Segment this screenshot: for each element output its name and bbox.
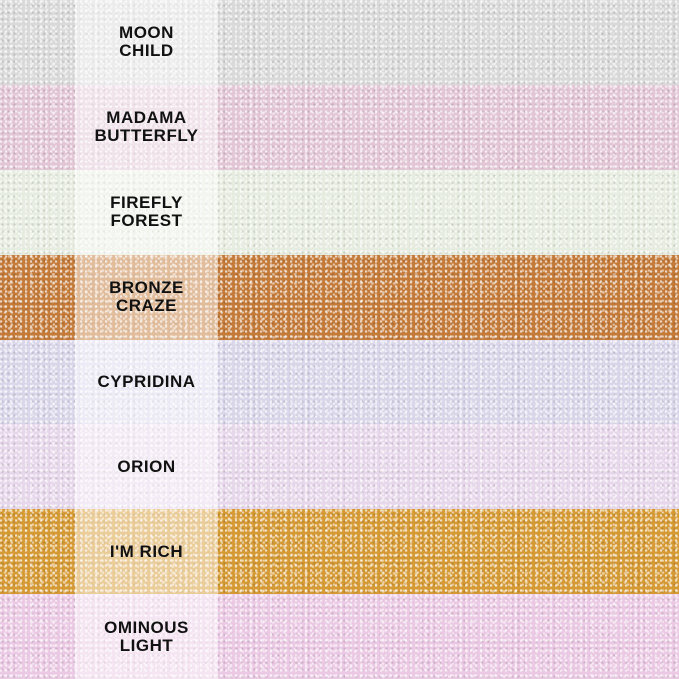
swatch-stripe: I'M RICH: [0, 509, 679, 595]
label-panel: MADAMA BUTTERFLY: [75, 84, 218, 170]
label-panel: I'M RICH: [75, 509, 218, 595]
swatch-label: ORION: [117, 456, 176, 476]
swatch-stripe: FIREFLY FOREST: [0, 169, 679, 255]
label-panel: FIREFLY FOREST: [75, 169, 218, 255]
label-panel: OMINOUS LIGHT: [75, 594, 218, 679]
swatch-label: MADAMA BUTTERFLY: [94, 108, 199, 146]
swatch-stripe: MOON CHILD: [0, 0, 679, 85]
swatch-label: CYPRIDINA: [97, 371, 196, 391]
label-panel: ORION: [75, 424, 218, 510]
swatch-label: MOON CHILD: [119, 23, 174, 61]
swatch-label: BRONZE CRAZE: [109, 278, 184, 316]
swatch-stripe: MADAMA BUTTERFLY: [0, 84, 679, 170]
swatch-label: FIREFLY FOREST: [110, 193, 183, 231]
label-panel: BRONZE CRAZE: [75, 254, 218, 340]
swatch-label: I'M RICH: [109, 541, 184, 561]
swatch-stripe: CYPRIDINA: [0, 339, 679, 425]
swatch-label: OMINOUS LIGHT: [104, 617, 189, 655]
label-panel: CYPRIDINA: [75, 339, 218, 425]
swatch-stripe: ORION: [0, 424, 679, 510]
swatch-stripe: BRONZE CRAZE: [0, 254, 679, 340]
label-panel: MOON CHILD: [75, 0, 218, 85]
swatch-stripe: OMINOUS LIGHT: [0, 594, 679, 679]
